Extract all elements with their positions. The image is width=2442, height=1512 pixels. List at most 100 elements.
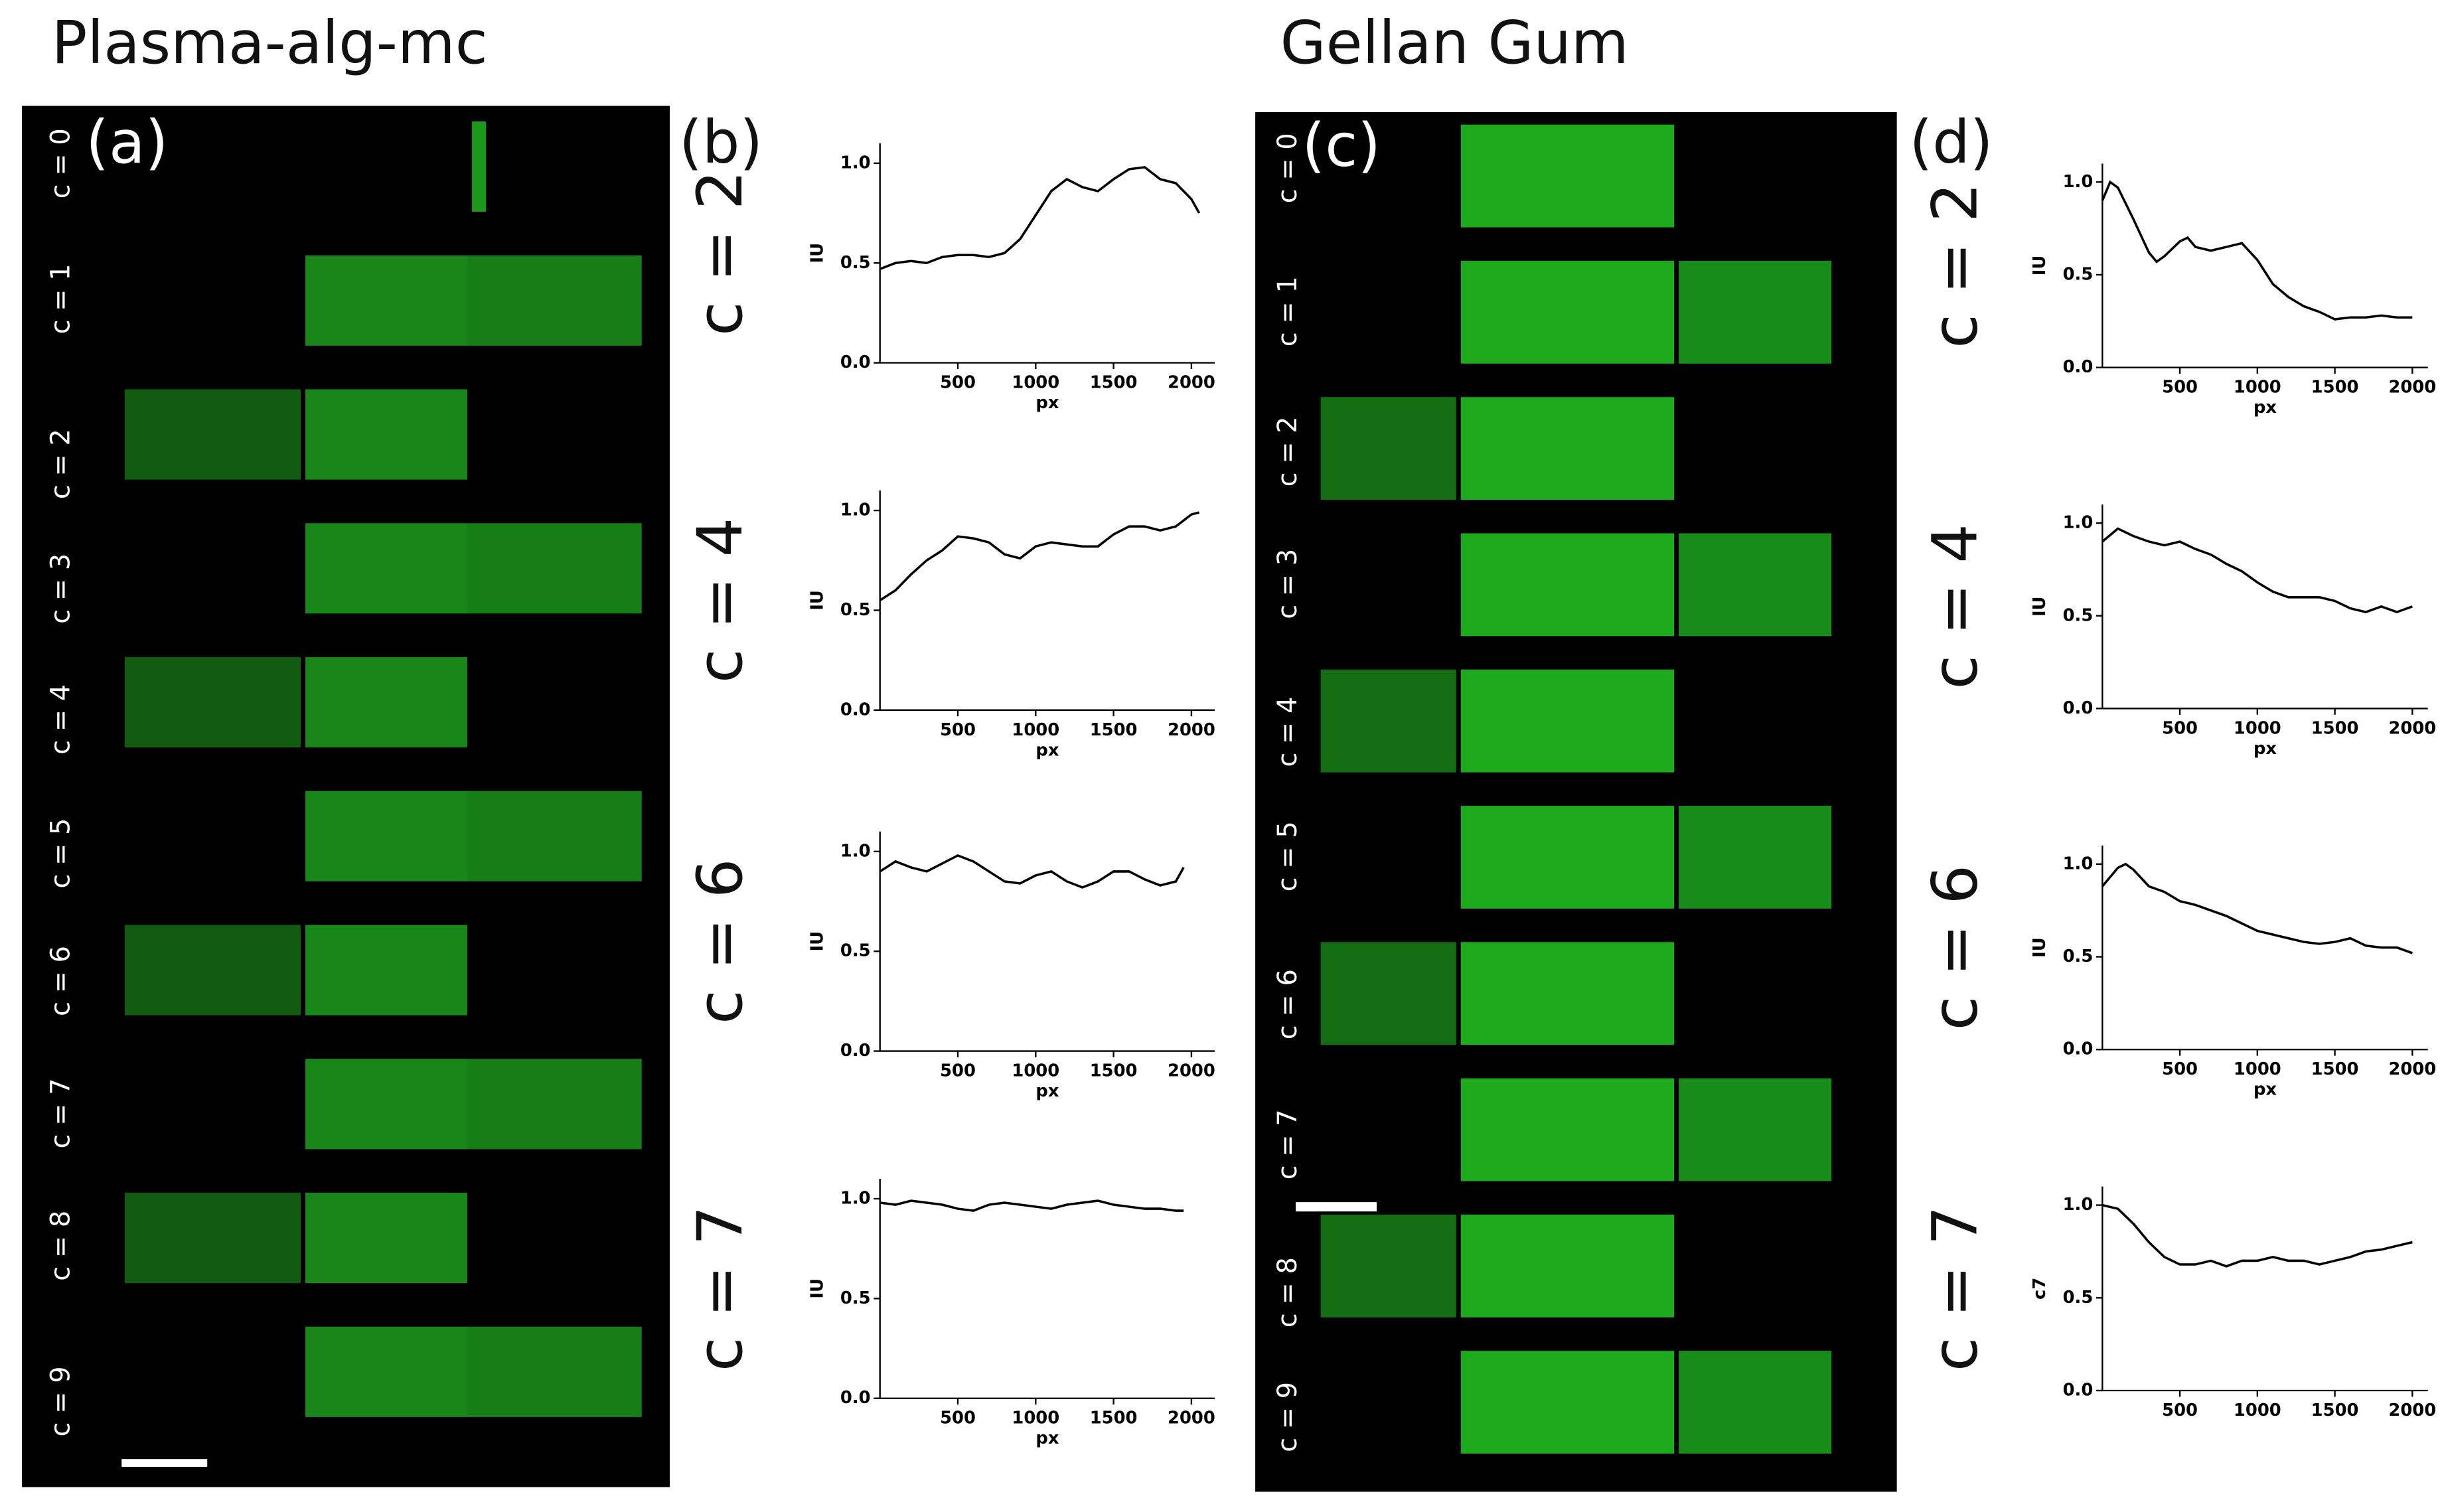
y-tick-label: 1.0 [2063,172,2094,192]
row-label: c = 3 [1272,549,1303,619]
scale-bar [121,1459,208,1467]
micrograph-tile [1460,533,1675,637]
x-tick-label: 2000 [2388,378,2436,398]
x-tick-label: 1500 [2311,718,2359,738]
y-tick-label: 0.0 [2063,698,2094,718]
micrograph-tile [305,523,468,614]
y-axis-label: IU [807,590,827,611]
data-line [2101,180,2413,321]
y-axis-label: IU [807,931,827,952]
row-label: c = 5 [1272,821,1303,891]
y-axis-label: IU [2030,597,2050,617]
y-tick-label: 0.0 [840,1388,871,1408]
row-label: c = 3 [46,554,76,624]
y-tick-label: 0.5 [2063,946,2094,966]
x-axis-label: px [2253,739,2277,759]
row-label: c = 1 [1272,276,1303,346]
x-tick-label: 1500 [2311,378,2359,398]
row-label: c = 6 [1272,969,1303,1039]
x-tick-label: 1000 [1012,1061,1059,1081]
micrograph-tile [1679,1078,1832,1181]
row-label: c = 2 [46,429,76,499]
micrograph-tile [467,1059,642,1150]
micrograph-tile [1460,806,1675,909]
micrograph-tile [1679,260,1832,364]
micrograph-tile [1679,533,1832,637]
x-tick-label: 500 [2162,1059,2198,1079]
micrograph-tile [305,255,468,346]
y-tick-label: 0.5 [840,253,871,273]
panel-title: Gellan Gum [1280,9,1629,78]
row-label: c = 0 [46,128,76,198]
row-label: c = 8 [46,1211,76,1281]
x-tick-label: 1500 [2311,1400,2359,1420]
micrograph-tile [124,389,301,480]
row-label: c = 8 [1272,1257,1303,1327]
y-tick-label: 0.0 [2063,1381,2094,1400]
x-tick-label: 2000 [2388,718,2436,738]
y-axis-label: c7 [2030,1278,2050,1300]
y-tick-label: 0.5 [840,941,871,961]
x-tick-label: 1000 [1012,373,1059,393]
data-line [2101,862,2413,954]
x-axis-label: px [1035,1428,1059,1448]
micrograph-tile [1460,1214,1675,1318]
micrograph-tile [1460,397,1675,500]
x-tick-label: 500 [2162,378,2198,398]
chart-side-label: c = 7 [684,1206,757,1372]
x-tick-label: 1000 [2234,1400,2281,1420]
x-tick-label: 2000 [1168,1408,1215,1428]
y-tick-label: 0.0 [840,700,871,719]
y-tick-label: 1.0 [2063,513,2094,533]
x-tick-label: 1500 [1090,1408,1138,1428]
micrograph-tile [305,925,468,1016]
micrograph-tile [1460,260,1675,364]
micrograph-tile [1460,1351,1675,1454]
x-tick-label: 1500 [2311,1059,2359,1079]
x-axis-label: px [1035,393,1059,413]
x-axis-label: px [1035,1081,1059,1101]
micrograph-tile [1460,124,1675,228]
micrograph-tile [305,389,468,480]
row-label: c = 7 [46,1078,76,1148]
micrograph-tile [1679,1351,1832,1454]
x-tick-label: 500 [940,373,976,393]
micrograph-tile [467,523,642,614]
x-tick-label: 2000 [1168,1061,1215,1081]
x-tick-label: 2000 [2388,1059,2436,1079]
x-tick-label: 500 [940,1061,976,1081]
micrograph-tile [1320,669,1456,773]
y-tick-label: 1.0 [2063,1195,2094,1215]
micrograph-tile [1320,397,1456,500]
micrograph-tile [467,1326,642,1417]
micrograph-tile [305,1193,468,1284]
chart-side-label: c = 2 [684,170,757,336]
y-tick-label: 1.0 [2063,854,2094,873]
chart-side-label: c = 6 [1919,865,1991,1031]
row-label: c = 5 [46,818,76,889]
row-label: c = 2 [1272,416,1303,487]
micrograph-tile [1320,1214,1456,1318]
chart-side-label: c = 4 [684,518,757,684]
panel-label: (c) [1302,112,1381,181]
data-line [879,854,1185,889]
micrograph-tile [1460,1078,1675,1181]
panel-label: (a) [86,108,168,177]
x-tick-label: 1000 [1012,720,1059,740]
x-tick-label: 1500 [1090,373,1138,393]
micrograph-tile [305,657,468,748]
x-tick-label: 500 [2162,718,2198,738]
panel-label: (b) [679,108,763,177]
chart-side-label: c = 2 [1919,183,1991,348]
row-label: c = 7 [1272,1109,1303,1179]
data-line [879,511,1200,601]
row-label: c = 9 [46,1366,76,1436]
micrograph-tile [472,121,487,212]
chart-side-label: c = 7 [1919,1206,1991,1372]
micrograph-tile [467,791,642,881]
row-label: c = 4 [46,684,76,755]
y-tick-label: 0.5 [2063,264,2094,284]
micrograph-tile [124,1193,301,1284]
y-tick-label: 1.0 [840,841,871,861]
y-tick-label: 1.0 [840,500,871,520]
